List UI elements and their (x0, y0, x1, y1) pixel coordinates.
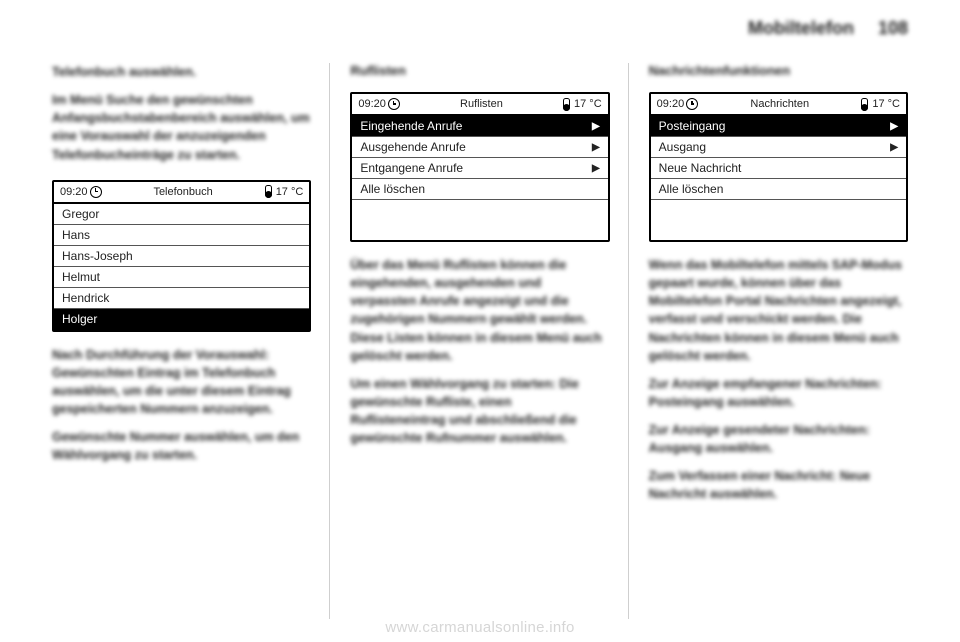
row-label: Helmut (62, 270, 100, 284)
status-title: Ruflisten (406, 98, 557, 110)
list-item: Hans-Joseph (54, 246, 309, 267)
list-item-selected: Holger (54, 309, 309, 330)
chevron-icon: ▶ (592, 163, 600, 174)
list-pad (352, 220, 607, 240)
content-columns: Telefonbuch auswählen. Im Menü Suche den… (52, 63, 908, 619)
row-label: Alle löschen (360, 182, 425, 196)
thermometer-icon (563, 98, 570, 111)
list-item: Gregor (54, 204, 309, 225)
row-label: Neue Nachricht (659, 161, 742, 175)
status-title: Telefonbuch (108, 186, 259, 198)
list-item: Ausgang ▶ (651, 137, 906, 158)
list-item: Alle löschen (651, 179, 906, 200)
status-temp: 17 °C (563, 98, 602, 111)
clock-icon (388, 98, 400, 110)
list-pad (352, 200, 607, 220)
clock-icon (686, 98, 698, 110)
chevron-icon: ▶ (592, 142, 600, 153)
status-time: 09:20 (60, 186, 102, 198)
list-item-selected: Eingehende Anrufe ▶ (352, 116, 607, 137)
chevron-icon: ▶ (890, 142, 898, 153)
status-time: 09:20 (657, 98, 699, 110)
row-label: Hans (62, 228, 90, 242)
row-label: Holger (62, 312, 97, 326)
phonebook-list: Gregor Hans Hans-Joseph Helmut Hendrick … (54, 204, 309, 330)
statusbar: 09:20 Nachrichten 17 °C (651, 94, 906, 116)
thermometer-icon (861, 98, 868, 111)
temp-text: 17 °C (872, 98, 900, 110)
column-1: Telefonbuch auswählen. Im Menü Suche den… (52, 63, 330, 619)
list-item: Alle löschen (352, 179, 607, 200)
col1-para1: Telefonbuch auswählen. (52, 63, 311, 81)
list-item-selected: Posteingang ▶ (651, 116, 906, 137)
time-text: 09:20 (657, 98, 685, 110)
watermark: www.carmanualsonline.info (0, 619, 960, 636)
row-label: Eingehende Anrufe (360, 119, 462, 133)
col3-heading: Nachrichtenfunktionen (649, 63, 908, 78)
messages-list: Posteingang ▶ Ausgang ▶ Neue Nachricht A… (651, 116, 906, 240)
list-item: Hendrick (54, 288, 309, 309)
list-pad (651, 200, 906, 220)
list-pad (651, 220, 906, 240)
chevron-icon: ▶ (890, 121, 898, 132)
page-header: Mobiltelefon 108 (52, 18, 908, 39)
list-item: Hans (54, 225, 309, 246)
section-title: Mobiltelefon (748, 18, 854, 39)
status-title: Nachrichten (704, 98, 855, 110)
col1-para2: Im Menü Suche den gewünschten Anfangsbuc… (52, 91, 311, 164)
col3-para2: Zur Anzeige empfangener Nachrichten: Pos… (649, 375, 908, 411)
page-number: 108 (878, 18, 908, 39)
statusbar: 09:20 Ruflisten 17 °C (352, 94, 607, 116)
temp-text: 17 °C (574, 98, 602, 110)
status-temp: 17 °C (861, 98, 900, 111)
list-item: Entgangene Anrufe ▶ (352, 158, 607, 179)
row-label: Gregor (62, 207, 99, 221)
status-temp: 17 °C (265, 185, 304, 198)
col3-para4: Zum Verfassen einer Nachricht: Neue Nach… (649, 467, 908, 503)
clock-icon (90, 186, 102, 198)
col2-heading: Ruflisten (350, 63, 609, 78)
row-label: Ausgehende Anrufe (360, 140, 465, 154)
calllog-list: Eingehende Anrufe ▶ Ausgehende Anrufe ▶ … (352, 116, 607, 240)
statusbar: 09:20 Telefonbuch 17 °C (54, 182, 309, 204)
col1-para4: Gewünschte Nummer auswählen, um den Wähl… (52, 428, 311, 464)
list-item: Helmut (54, 267, 309, 288)
column-3: Nachrichtenfunktionen 09:20 Nachrichten … (649, 63, 908, 619)
col2-para1: Über das Menü Ruflisten können die einge… (350, 256, 609, 365)
col1-para3: Nach Durchführung der Vorauswahl: Gewüns… (52, 346, 311, 419)
row-label: Alle löschen (659, 182, 724, 196)
calllog-screenshot: 09:20 Ruflisten 17 °C Eingehende Anrufe … (350, 92, 609, 242)
row-label: Posteingang (659, 119, 726, 133)
list-item: Ausgehende Anrufe ▶ (352, 137, 607, 158)
col3-para3: Zur Anzeige gesendeter Nachrichten: Ausg… (649, 421, 908, 457)
row-label: Entgangene Anrufe (360, 161, 463, 175)
chevron-icon: ▶ (592, 121, 600, 132)
col3-para1: Wenn das Mobiltelefon mittels SAP-Modus … (649, 256, 908, 365)
thermometer-icon (265, 185, 272, 198)
time-text: 09:20 (358, 98, 386, 110)
row-label: Ausgang (659, 140, 706, 154)
row-label: Hendrick (62, 291, 109, 305)
status-time: 09:20 (358, 98, 400, 110)
list-item: Neue Nachricht (651, 158, 906, 179)
time-text: 09:20 (60, 186, 88, 198)
column-2: Ruflisten 09:20 Ruflisten 17 °C Eingeh (350, 63, 628, 619)
col2-para2: Um einen Wählvorgang zu starten: Die gew… (350, 375, 609, 448)
messages-screenshot: 09:20 Nachrichten 17 °C Posteingang ▶ (649, 92, 908, 242)
manual-page: Mobiltelefon 108 Telefonbuch auswählen. … (0, 0, 960, 642)
temp-text: 17 °C (276, 186, 304, 198)
phonebook-screenshot: 09:20 Telefonbuch 17 °C Gregor Hans Hans… (52, 180, 311, 332)
row-label: Hans-Joseph (62, 249, 133, 263)
